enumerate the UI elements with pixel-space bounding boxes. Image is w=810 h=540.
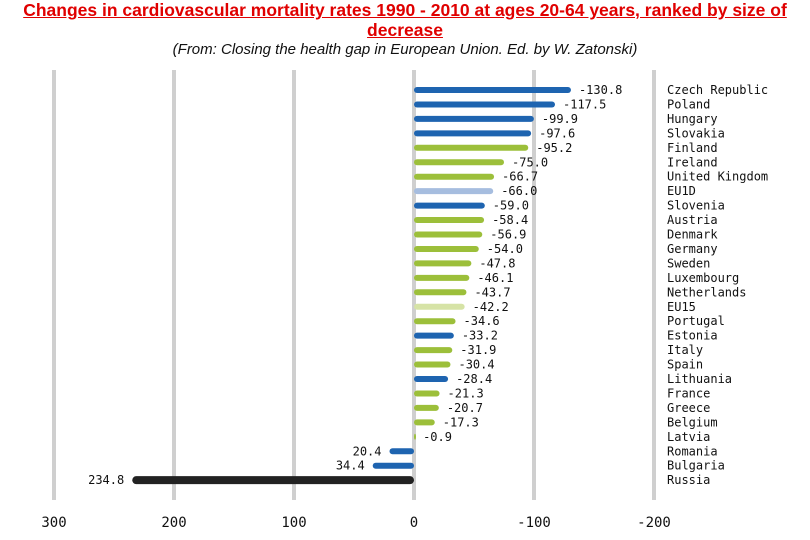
x-tick-label: 300	[41, 515, 66, 531]
value-label: -66.7	[502, 170, 538, 184]
bar	[414, 347, 453, 354]
value-label: -31.9	[460, 343, 496, 357]
bar	[414, 115, 534, 122]
value-label: 20.4	[353, 444, 382, 458]
category-label: EU15	[667, 300, 696, 314]
bar	[414, 159, 504, 166]
category-label: Portugal	[667, 314, 725, 328]
bar	[372, 462, 414, 469]
value-label: 234.8	[88, 473, 124, 487]
bar	[414, 332, 454, 339]
bars	[132, 87, 571, 485]
bar	[414, 144, 529, 151]
value-label: -21.3	[448, 386, 484, 400]
bar	[414, 101, 555, 108]
bar	[414, 289, 467, 296]
bar	[414, 188, 494, 195]
value-label: -28.4	[456, 372, 492, 386]
category-label: Germany	[667, 242, 718, 256]
bar	[414, 376, 449, 382]
value-label: -56.9	[490, 228, 526, 242]
value-label: -58.4	[492, 213, 528, 227]
gridlines	[52, 70, 656, 500]
category-labels: Czech RepublicPolandHungarySlovakiaFinla…	[667, 83, 768, 487]
value-label: -97.6	[539, 126, 575, 140]
bar	[414, 173, 495, 180]
category-label: Slovakia	[667, 126, 725, 140]
bar	[414, 245, 479, 252]
chart-title: Changes in cardiovascular mortality rate…	[23, 0, 787, 40]
category-label: Hungary	[667, 112, 718, 126]
bar	[414, 202, 485, 209]
value-labels: -130.8-117.5-99.9-97.6-95.2-75.0-66.7-66…	[88, 83, 622, 487]
category-label: Spain	[667, 358, 703, 372]
category-label: Netherlands	[667, 285, 746, 299]
category-label: Romania	[667, 444, 718, 458]
bar	[389, 448, 414, 455]
bar	[414, 361, 451, 368]
bar	[414, 217, 485, 224]
x-tick-label: 0	[410, 515, 418, 531]
value-label: -30.4	[458, 358, 494, 372]
category-label: Greece	[667, 401, 710, 415]
bar	[132, 476, 415, 485]
value-label: 34.4	[336, 459, 365, 473]
category-label: Slovenia	[667, 199, 725, 213]
bar	[414, 303, 465, 310]
value-label: -75.0	[512, 155, 548, 169]
category-label: United Kingdom	[667, 170, 768, 184]
category-label: France	[667, 386, 710, 400]
value-label: -59.0	[493, 199, 529, 213]
category-label: Czech Republic	[667, 83, 768, 97]
value-label: -20.7	[447, 401, 483, 415]
value-label: -43.7	[474, 285, 510, 299]
category-label: Italy	[667, 343, 703, 357]
bar	[414, 87, 571, 93]
bar	[414, 318, 456, 325]
category-label: Bulgaria	[667, 459, 725, 473]
value-label: -46.1	[477, 271, 513, 285]
category-label: Poland	[667, 97, 710, 111]
value-label: -47.8	[479, 256, 515, 270]
category-label: Finland	[667, 141, 718, 155]
bar	[414, 274, 470, 281]
value-label: -17.3	[443, 415, 479, 429]
x-tick-label: 100	[281, 515, 306, 531]
value-label: -66.0	[501, 184, 537, 198]
value-label: -34.6	[464, 314, 500, 328]
bar	[414, 433, 416, 440]
x-tick-label: -200	[637, 515, 671, 531]
category-label: Luxembourg	[667, 271, 739, 285]
bar	[414, 260, 472, 267]
x-tick-label: -100	[517, 515, 551, 531]
value-label: -54.0	[487, 242, 523, 256]
chart-subtitle: (From: Closing the health gap in Europea…	[172, 41, 638, 58]
value-label: -99.9	[542, 112, 578, 126]
category-label: EU1D	[667, 184, 696, 198]
bar	[414, 390, 440, 397]
category-label: Russia	[667, 473, 710, 487]
bar	[414, 404, 439, 411]
value-label: -33.2	[462, 329, 498, 343]
bar	[414, 231, 483, 238]
category-label: Denmark	[667, 228, 718, 242]
value-label: -0.9	[423, 430, 452, 444]
category-label: Estonia	[667, 329, 718, 343]
value-label: -95.2	[536, 141, 572, 155]
category-label: Sweden	[667, 256, 710, 270]
category-label: Belgium	[667, 415, 718, 429]
category-label: Austria	[667, 213, 718, 227]
category-label: Latvia	[667, 430, 710, 444]
value-label: -130.8	[579, 83, 622, 97]
value-label: -42.2	[473, 300, 509, 314]
x-tick-label: 200	[161, 515, 186, 531]
value-label: -117.5	[563, 97, 606, 111]
bar	[414, 130, 532, 137]
category-label: Lithuania	[667, 372, 732, 386]
category-label: Ireland	[667, 155, 718, 169]
bar	[414, 419, 435, 426]
x-axis-ticks: 300 200 100 0 -100 -200	[41, 515, 671, 531]
